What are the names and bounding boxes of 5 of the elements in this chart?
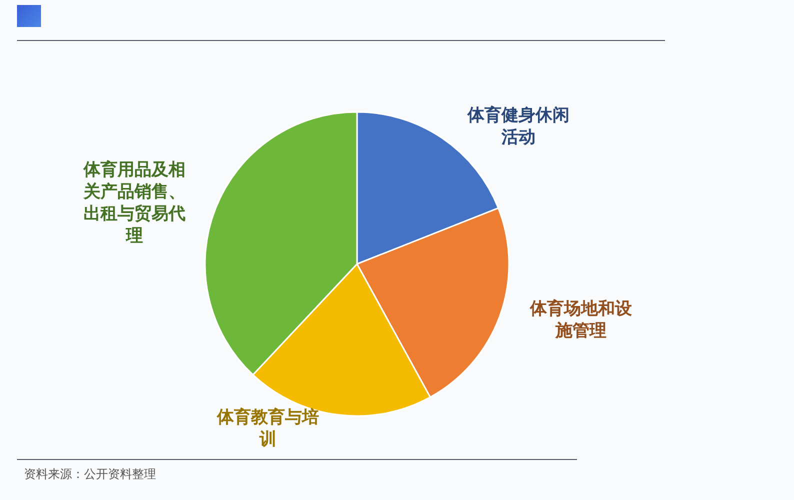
slice-label: 体育用品及相关产品销售、出租与贸易代理 <box>82 158 186 246</box>
slice-label: 体育健身休闲活动 <box>466 104 570 148</box>
text: 资料来源：公开资料整理 <box>24 466 156 482</box>
slice-label: 体育场地和设施管理 <box>529 298 634 342</box>
slice-label: 体育教育与培训 <box>216 406 320 450</box>
